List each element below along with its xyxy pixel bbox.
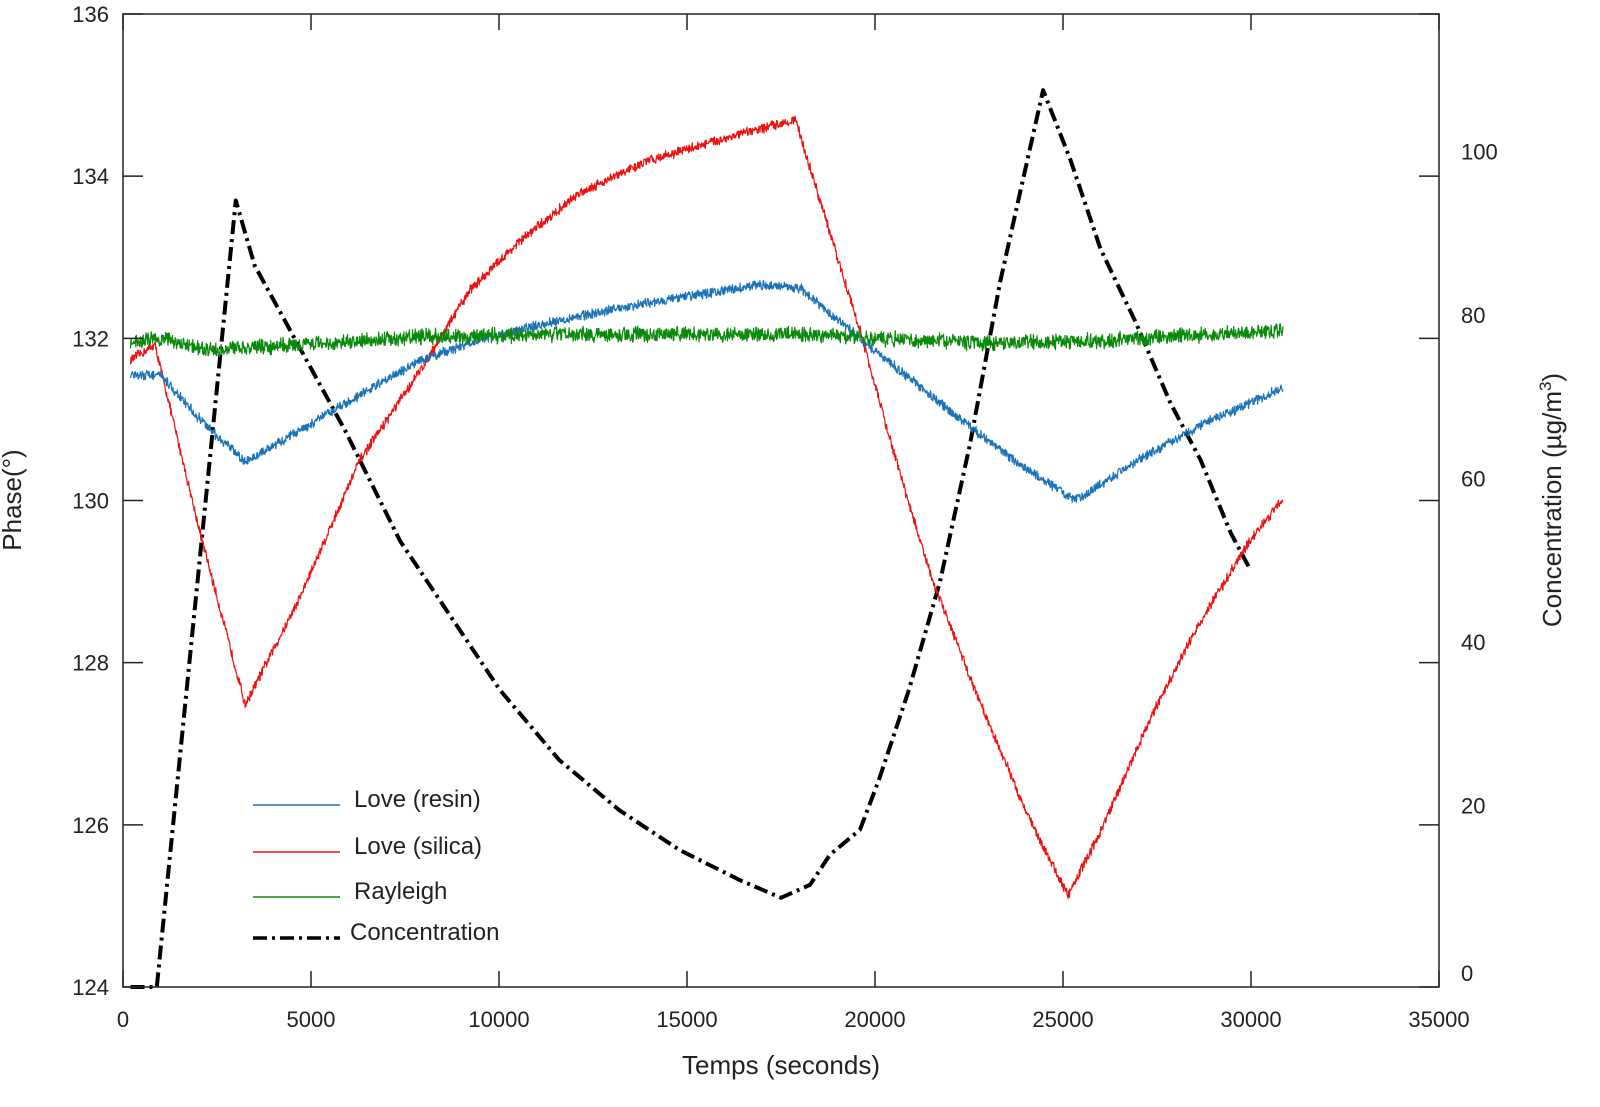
series-line-love-silica: [129, 115, 1284, 900]
x-tick-label: 30000: [1220, 1007, 1281, 1032]
y-axis-label: Phase(°): [0, 449, 27, 550]
x-tick-label: 20000: [844, 1007, 905, 1032]
x-tick-label: 25000: [1032, 1007, 1093, 1032]
x-axis-label: Temps (seconds): [682, 1050, 880, 1080]
y2-label-close: ): [1537, 373, 1567, 382]
x-tick-label: 0: [117, 1007, 129, 1032]
x-tick-label: 5000: [287, 1007, 336, 1032]
series-layer: [129, 88, 1284, 989]
legend-label: Love (resin): [354, 786, 481, 813]
y2-tick-label: 120: [1461, 0, 1498, 1]
y2-axis-label: Concentration (µg/m3): [1536, 373, 1567, 627]
series-line-love-resin: [129, 279, 1284, 504]
legend-label: Concentration: [350, 919, 499, 946]
y2-tick-label: 80: [1461, 303, 1485, 328]
y2-tick-label: 0: [1461, 961, 1473, 986]
y-tick-label: 136: [72, 2, 109, 27]
y2-tick-label: 20: [1461, 794, 1485, 819]
y-tick-label: 132: [72, 326, 109, 351]
y2-label-main: Concentration (µg/m: [1537, 391, 1567, 627]
legend-label: Love (silica): [354, 833, 482, 860]
y-tick-label: 134: [72, 164, 109, 189]
y2-tick-label: 100: [1461, 140, 1498, 165]
x-tick-label: 15000: [656, 1007, 717, 1032]
y2-label-sup: 3: [1536, 382, 1555, 391]
x-tick-label: 35000: [1408, 1007, 1469, 1032]
y-tick-label: 124: [72, 975, 109, 1000]
series-line-rayleigh: [129, 323, 1284, 357]
y-tick-label: 126: [72, 813, 109, 838]
y2-tick-label: 40: [1461, 630, 1485, 655]
axis-layer: 0 5000 10000 15000 20000 25000 30000 35000 124 12…: [72, 0, 1497, 1032]
y-tick-label: 130: [72, 489, 109, 514]
plot-frame: [122, 13, 1440, 988]
legend: Love (resin) Love (silica) Rayleigh Concent…: [253, 786, 499, 946]
y2-tick-label: 60: [1461, 467, 1485, 492]
y-tick-label: 128: [72, 651, 109, 676]
series-line-concentration: [130, 88, 1253, 989]
x-tick-label: 10000: [468, 1007, 529, 1032]
legend-label: Rayleigh: [354, 878, 447, 905]
